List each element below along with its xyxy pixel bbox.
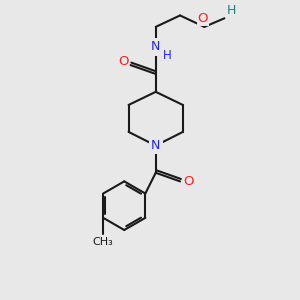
Text: O: O bbox=[198, 13, 208, 26]
Text: CH₃: CH₃ bbox=[93, 237, 114, 247]
Text: O: O bbox=[183, 175, 194, 188]
Text: N: N bbox=[151, 40, 160, 53]
Text: H: H bbox=[163, 49, 172, 62]
Text: N: N bbox=[151, 139, 160, 152]
Text: O: O bbox=[118, 55, 128, 68]
Text: H: H bbox=[227, 4, 237, 17]
